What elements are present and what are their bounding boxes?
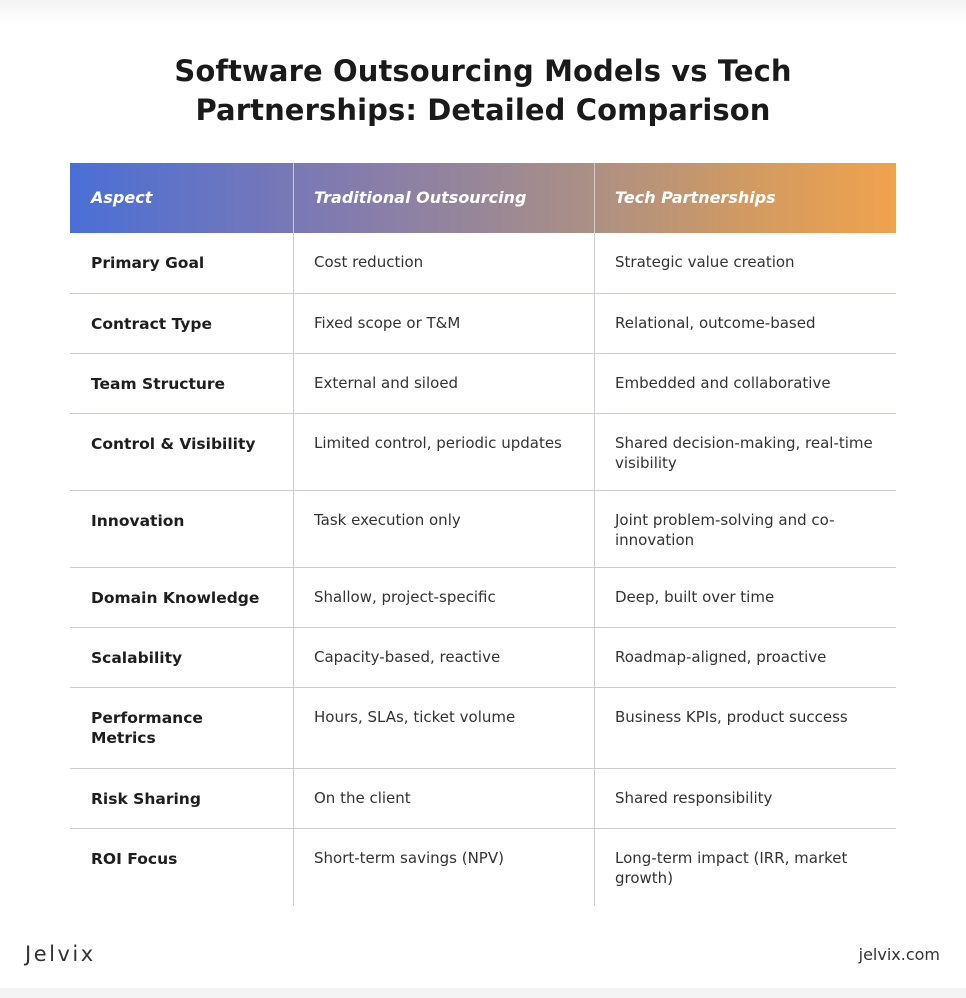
aspect-cell: Team Structure xyxy=(91,375,226,393)
header-traditional-outsourcing: Traditional Outsourcing xyxy=(314,188,527,207)
table-row: Control & Visibility Limited control, pe… xyxy=(70,413,896,490)
table-row: Contract Type Fixed scope or T&M Relatio… xyxy=(70,293,896,353)
aspect-cell: Contract Type xyxy=(91,315,213,333)
aspect-cell: ROI Focus xyxy=(91,850,178,868)
partnership-cell: Joint problem-solving and co-innovation xyxy=(615,511,835,549)
aspect-cell: Control & Visibility xyxy=(91,435,256,453)
table-row: Performance Metrics Hours, SLAs, ticket … xyxy=(70,687,896,768)
column-divider xyxy=(293,163,294,906)
outsourcing-cell: Limited control, periodic updates xyxy=(314,434,562,452)
aspect-cell: Innovation xyxy=(91,512,185,530)
table-row: Scalability Capacity-based, reactive Roa… xyxy=(70,627,896,687)
aspect-cell: Risk Sharing xyxy=(91,790,201,808)
title-line-2: Partnerships: Detailed Comparison xyxy=(195,93,771,127)
header-aspect: Aspect xyxy=(91,188,153,207)
title-line-1: Software Outsourcing Models vs Tech xyxy=(174,54,792,88)
table-header: Aspect Traditional Outsourcing Tech Part… xyxy=(70,163,896,233)
partnership-cell: Relational, outcome-based xyxy=(615,314,816,332)
table-row: ROI Focus Short-term savings (NPV) Long-… xyxy=(70,828,896,906)
partnership-cell: Embedded and collaborative xyxy=(615,374,831,392)
outsourcing-cell: Task execution only xyxy=(314,511,461,529)
aspect-cell: Scalability xyxy=(91,649,183,667)
partnership-cell: Long-term impact (IRR, market growth) xyxy=(615,849,848,887)
table-row: Innovation Task execution only Joint pro… xyxy=(70,490,896,567)
outsourcing-cell: Shallow, project-specific xyxy=(314,588,496,606)
page-title: Software Outsourcing Models vs Tech Part… xyxy=(0,52,966,130)
column-divider xyxy=(594,163,595,906)
outsourcing-cell: External and siloed xyxy=(314,374,459,392)
header-tech-partnerships: Tech Partnerships xyxy=(615,188,776,207)
jelvix-logo: Jelvix xyxy=(25,942,96,966)
outsourcing-cell: Short-term savings (NPV) xyxy=(314,849,504,867)
table-row: Primary Goal Cost reduction Strategic va… xyxy=(70,233,896,293)
table-row: Team Structure External and siloed Embed… xyxy=(70,353,896,413)
outsourcing-cell: Hours, SLAs, ticket volume xyxy=(314,708,516,726)
table-row: Risk Sharing On the client Shared respon… xyxy=(70,768,896,828)
aspect-cell: Primary Goal xyxy=(91,254,205,272)
partnership-cell: Roadmap-aligned, proactive xyxy=(615,648,827,666)
outsourcing-cell: Cost reduction xyxy=(314,253,424,271)
comparison-table: Aspect Traditional Outsourcing Tech Part… xyxy=(70,163,896,906)
top-edge xyxy=(0,0,966,22)
outsourcing-cell: Capacity-based, reactive xyxy=(314,648,501,666)
aspect-cell: Performance Metrics xyxy=(91,709,203,747)
bottom-edge xyxy=(0,988,966,998)
table-row: Domain Knowledge Shallow, project-specif… xyxy=(70,567,896,627)
partnership-cell: Shared responsibility xyxy=(615,789,773,807)
outsourcing-cell: Fixed scope or T&M xyxy=(314,314,461,332)
website-url: jelvix.com xyxy=(858,945,940,964)
partnership-cell: Strategic value creation xyxy=(615,253,795,271)
outsourcing-cell: On the client xyxy=(314,789,411,807)
aspect-cell: Domain Knowledge xyxy=(91,589,260,607)
partnership-cell: Shared decision-making, real-time visibi… xyxy=(615,434,873,472)
partnership-cell: Deep, built over time xyxy=(615,588,775,606)
partnership-cell: Business KPIs, product success xyxy=(615,708,848,726)
